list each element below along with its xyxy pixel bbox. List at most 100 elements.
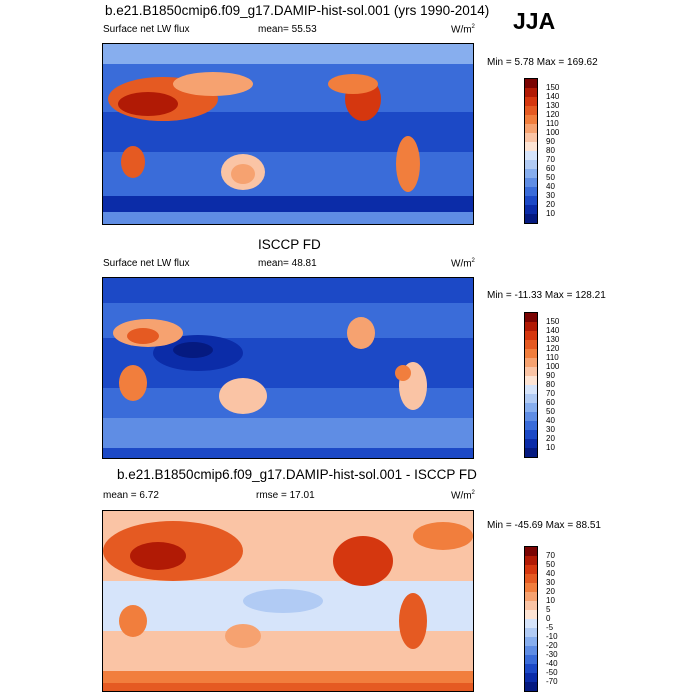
colorbar-swatch bbox=[525, 547, 537, 557]
colorbar-swatch bbox=[525, 196, 537, 206]
colorbar-swatch bbox=[525, 583, 537, 593]
colorbar-tick-label: 40 bbox=[546, 569, 555, 578]
colorbar-tick-label: 50 bbox=[546, 407, 555, 416]
panel3-rmse-label: rmse = 17.01 bbox=[256, 490, 315, 501]
panel1-colorbar bbox=[524, 78, 538, 224]
panel1-map bbox=[102, 43, 474, 225]
colorbar-tick-label: 40 bbox=[546, 416, 555, 425]
colorbar-swatch bbox=[525, 214, 537, 223]
colorbar-tick-label: 70 bbox=[546, 551, 555, 560]
panel3-mean-label: mean = 6.72 bbox=[103, 490, 159, 501]
colorbar-tick-label: 70 bbox=[546, 389, 555, 398]
colorbar-swatch bbox=[525, 205, 537, 215]
colorbar-tick-label: 10 bbox=[546, 443, 555, 452]
panel3-title: b.e21.B1850cmip6.f09_g17.DAMIP-hist-sol.… bbox=[117, 467, 477, 482]
colorbar-swatch bbox=[525, 637, 537, 647]
colorbar-swatch bbox=[525, 349, 537, 359]
panel1-units: W/m2 bbox=[451, 24, 475, 36]
colorbar-tick-label: 50 bbox=[546, 173, 555, 182]
colorbar-tick-label: 140 bbox=[546, 326, 560, 335]
colorbar-tick-label: 130 bbox=[546, 101, 560, 110]
colorbar-swatch bbox=[525, 439, 537, 449]
colorbar-tick-label: -5 bbox=[546, 623, 554, 632]
colorbar-tick-label: 30 bbox=[546, 191, 555, 200]
colorbar-tick-label: 20 bbox=[546, 200, 555, 209]
colorbar-tick-label: 120 bbox=[546, 110, 560, 119]
colorbar-tick-label: -40 bbox=[546, 659, 558, 668]
colorbar-swatch bbox=[525, 187, 537, 197]
colorbar-tick-label: -50 bbox=[546, 668, 558, 677]
colorbar-tick-label: 100 bbox=[546, 362, 560, 371]
colorbar-tick-label: 100 bbox=[546, 128, 560, 137]
colorbar-swatch bbox=[525, 628, 537, 638]
colorbar-swatch bbox=[525, 160, 537, 170]
panel1-minmax: Min = 5.78 Max = 169.62 bbox=[487, 57, 598, 68]
colorbar-tick-label: 10 bbox=[546, 209, 555, 218]
colorbar-tick-label: 30 bbox=[546, 578, 555, 587]
colorbar-swatch bbox=[525, 322, 537, 332]
colorbar-swatch bbox=[525, 646, 537, 656]
colorbar-tick-label: -70 bbox=[546, 677, 558, 686]
colorbar-swatch bbox=[525, 340, 537, 350]
panel2-title: ISCCP FD bbox=[258, 237, 321, 252]
colorbar-swatch bbox=[525, 430, 537, 440]
colorbar-tick-label: 90 bbox=[546, 371, 555, 380]
colorbar-tick-label: 140 bbox=[546, 92, 560, 101]
colorbar-swatch bbox=[525, 448, 537, 457]
panel3-colorbar bbox=[524, 546, 538, 692]
panel2-variable-label: Surface net LW flux bbox=[103, 258, 190, 269]
colorbar-swatch bbox=[525, 619, 537, 629]
colorbar-tick-label: 70 bbox=[546, 155, 555, 164]
colorbar-tick-label: 150 bbox=[546, 83, 560, 92]
colorbar-swatch bbox=[525, 673, 537, 683]
colorbar-swatch bbox=[525, 403, 537, 413]
colorbar-tick-label: 50 bbox=[546, 560, 555, 569]
panel2-colorbar bbox=[524, 312, 538, 458]
colorbar-swatch bbox=[525, 574, 537, 584]
colorbar-tick-label: 60 bbox=[546, 398, 555, 407]
colorbar-tick-label: 20 bbox=[546, 434, 555, 443]
colorbar-tick-label: 5 bbox=[546, 605, 551, 614]
colorbar-swatch bbox=[525, 394, 537, 404]
colorbar-swatch bbox=[525, 97, 537, 107]
colorbar-tick-label: -20 bbox=[546, 641, 558, 650]
colorbar-swatch bbox=[525, 376, 537, 386]
colorbar-swatch bbox=[525, 331, 537, 341]
panel1-title: b.e21.B1850cmip6.f09_g17.DAMIP-hist-sol.… bbox=[105, 3, 490, 18]
colorbar-swatch bbox=[525, 565, 537, 575]
panel2-mean-label: mean= 48.81 bbox=[258, 258, 317, 269]
colorbar-swatch bbox=[525, 142, 537, 152]
colorbar-tick-label: -30 bbox=[546, 650, 558, 659]
colorbar-tick-label: 90 bbox=[546, 137, 555, 146]
colorbar-tick-label: 110 bbox=[546, 353, 559, 362]
colorbar-swatch bbox=[525, 682, 537, 691]
colorbar-tick-label: 40 bbox=[546, 182, 555, 191]
colorbar-tick-label: 60 bbox=[546, 164, 555, 173]
colorbar-swatch bbox=[525, 106, 537, 116]
colorbar-tick-label: 20 bbox=[546, 587, 555, 596]
colorbar-swatch bbox=[525, 169, 537, 179]
colorbar-swatch bbox=[525, 601, 537, 611]
colorbar-tick-label: 10 bbox=[546, 596, 555, 605]
colorbar-swatch bbox=[525, 115, 537, 125]
panel1-variable-label: Surface net LW flux bbox=[103, 24, 190, 35]
colorbar-tick-label: 130 bbox=[546, 335, 560, 344]
colorbar-swatch bbox=[525, 367, 537, 377]
panel2-units: W/m2 bbox=[451, 258, 475, 270]
panel3-units: W/m2 bbox=[451, 490, 475, 502]
colorbar-swatch bbox=[525, 88, 537, 98]
panel3-map bbox=[102, 510, 474, 692]
colorbar-swatch bbox=[525, 412, 537, 422]
colorbar-swatch bbox=[525, 358, 537, 368]
colorbar-swatch bbox=[525, 592, 537, 602]
colorbar-swatch bbox=[525, 313, 537, 323]
colorbar-tick-label: 110 bbox=[546, 119, 559, 128]
colorbar-swatch bbox=[525, 124, 537, 134]
colorbar-swatch bbox=[525, 421, 537, 431]
colorbar-swatch bbox=[525, 151, 537, 161]
colorbar-tick-label: 80 bbox=[546, 146, 555, 155]
season-label: JJA bbox=[513, 8, 556, 34]
panel2-minmax: Min = -11.33 Max = 128.21 bbox=[487, 290, 606, 301]
colorbar-tick-label: 150 bbox=[546, 317, 560, 326]
colorbar-swatch bbox=[525, 556, 537, 566]
